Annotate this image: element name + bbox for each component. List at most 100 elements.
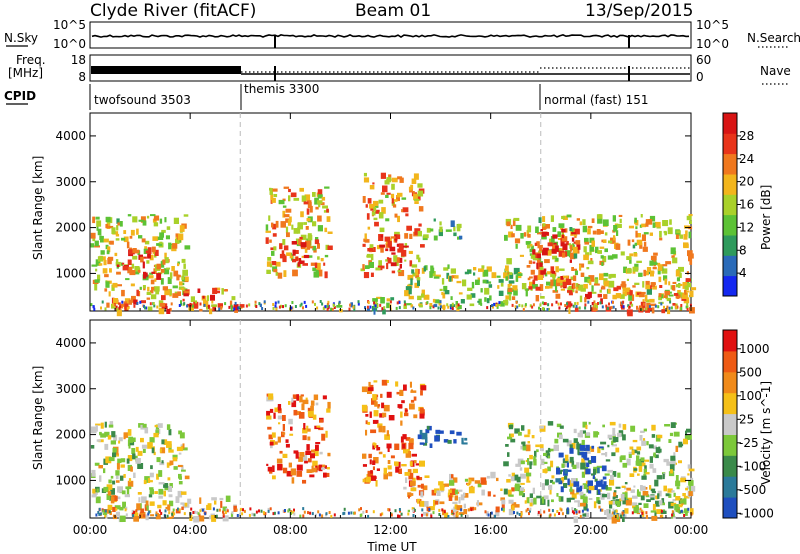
- power-data-point: [372, 298, 378, 302]
- power-data-point: [317, 256, 320, 260]
- velocity-data-point: [638, 466, 643, 472]
- velocity-data-point: [372, 394, 377, 401]
- power-data-point: [301, 195, 307, 202]
- power-data-point: [271, 261, 277, 266]
- velocity-data-point: [181, 491, 187, 495]
- power-data-point: [642, 299, 645, 303]
- power-data-point: [590, 258, 593, 263]
- power-data-point: [281, 250, 285, 256]
- power-data-point: [640, 214, 643, 218]
- power-ground-scatter-point: [121, 300, 124, 304]
- velocity-ground-scatter-point: [513, 511, 515, 514]
- power-data-point: [627, 267, 632, 272]
- velocity-data-point: [166, 441, 172, 448]
- velocity-data-point: [411, 389, 413, 393]
- power-data-point: [626, 278, 629, 281]
- power-data-point: [312, 192, 316, 197]
- velocity-ground-scatter-point: [293, 512, 296, 516]
- velocity-data-point: [161, 439, 165, 445]
- power-data-point: [594, 303, 598, 305]
- velocity-data-point: [495, 506, 500, 513]
- velocity-data-point: [379, 413, 385, 418]
- velocity-data-point: [302, 435, 307, 441]
- velocity-data-point: [630, 489, 635, 493]
- power-ground-scatter-point: [165, 306, 168, 309]
- power-data-point: [408, 250, 413, 254]
- velocity-colorbar-segment: [723, 455, 737, 477]
- power-data-point: [664, 231, 667, 236]
- power-data-point: [162, 286, 168, 291]
- power-data-point: [665, 261, 672, 265]
- power-data-point: [567, 290, 573, 293]
- power-data-point: [457, 305, 462, 310]
- velocity-data-point: [670, 458, 676, 466]
- velocity-data-point: [408, 439, 414, 445]
- velocity-ground-scatter-point: [443, 510, 446, 514]
- velocity-data-point: [361, 386, 368, 393]
- velocity-data-point: [177, 490, 183, 498]
- nsky-trace: [91, 34, 690, 38]
- velocity-data-point: [565, 469, 572, 472]
- power-data-point: [646, 267, 652, 272]
- power-data-point: [373, 307, 376, 315]
- power-data-point: [97, 274, 101, 281]
- power-data-point: [145, 272, 148, 277]
- velocity-data-point: [601, 447, 605, 451]
- velocity-data-point: [567, 462, 569, 468]
- velocity-data-point: [593, 501, 597, 509]
- velocity-data-point: [315, 402, 319, 406]
- power-data-point: [689, 220, 692, 224]
- power-data-point: [404, 259, 407, 262]
- velocity-data-point: [282, 432, 286, 435]
- velocity-data-point: [639, 435, 643, 441]
- power-data-point: [169, 272, 173, 279]
- velocity-ground-scatter-point: [292, 510, 295, 514]
- power-data-point: [265, 230, 271, 233]
- velocity-data-point: [522, 445, 527, 451]
- power-data-point: [186, 303, 192, 307]
- power-data-point: [336, 305, 343, 308]
- power-data-point: [555, 284, 558, 292]
- power-data-point: [299, 187, 304, 192]
- velocity-data-point: [636, 446, 642, 451]
- velocity-data-point: [610, 474, 614, 480]
- power-data-point: [133, 271, 140, 275]
- velocity-data-point: [126, 458, 130, 464]
- power-data-point: [651, 307, 655, 314]
- velocity-data-point: [131, 437, 136, 442]
- power-colorbar-segment: [723, 255, 737, 277]
- power-data-point: [684, 292, 687, 295]
- power-data-point: [369, 203, 375, 209]
- velocity-data-point: [374, 401, 378, 407]
- velocity-data-point: [614, 495, 618, 499]
- velocity-data-point: [511, 472, 515, 477]
- velocity-data-point: [92, 488, 96, 494]
- power-ground-scatter-point: [374, 304, 377, 308]
- power-data-point: [592, 230, 597, 235]
- power-data-point: [293, 228, 299, 234]
- velocity-data-point: [184, 475, 190, 480]
- power-ground-scatter-point: [551, 303, 554, 307]
- velocity-data-point: [312, 467, 317, 473]
- velocity-ground-scatter-point: [236, 514, 239, 517]
- velocity-data-point: [605, 459, 611, 462]
- beam-title: Beam 01: [355, 1, 431, 21]
- power-ground-scatter-point: [686, 303, 689, 306]
- velocity-data-point: [641, 440, 646, 446]
- velocity-data-point: [636, 455, 640, 462]
- power-data-point: [212, 287, 218, 294]
- power-data-point: [561, 236, 568, 242]
- velocity-data-point: [429, 506, 435, 511]
- power-data-point: [390, 262, 397, 267]
- power-data-point: [539, 262, 543, 267]
- power-data-point: [416, 254, 420, 260]
- velocity-data-point: [452, 501, 458, 504]
- power-data-point: [586, 267, 590, 270]
- power-data-point: [313, 271, 320, 278]
- power-data-point: [433, 276, 440, 279]
- power-ground-scatter-point: [349, 303, 352, 307]
- power-ground-scatter-point: [560, 302, 562, 306]
- power-ground-scatter-point: [332, 303, 335, 307]
- velocity-ground-scatter-point: [398, 508, 401, 511]
